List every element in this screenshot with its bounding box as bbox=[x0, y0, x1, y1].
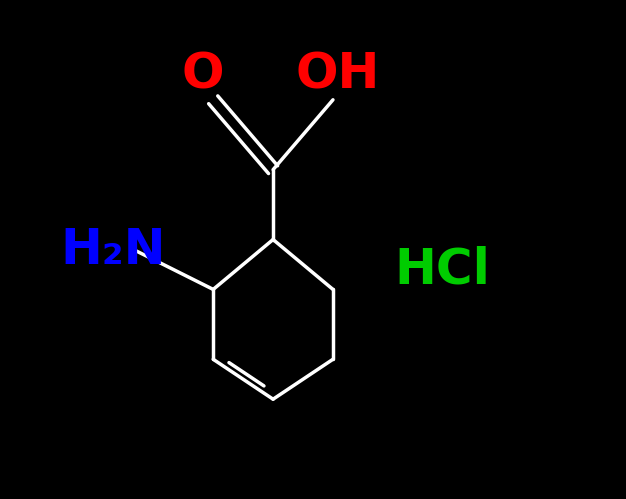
Text: O: O bbox=[182, 51, 225, 99]
Text: H₂N: H₂N bbox=[61, 226, 166, 273]
Text: HCl: HCl bbox=[395, 246, 491, 293]
Text: OH: OH bbox=[295, 51, 380, 99]
